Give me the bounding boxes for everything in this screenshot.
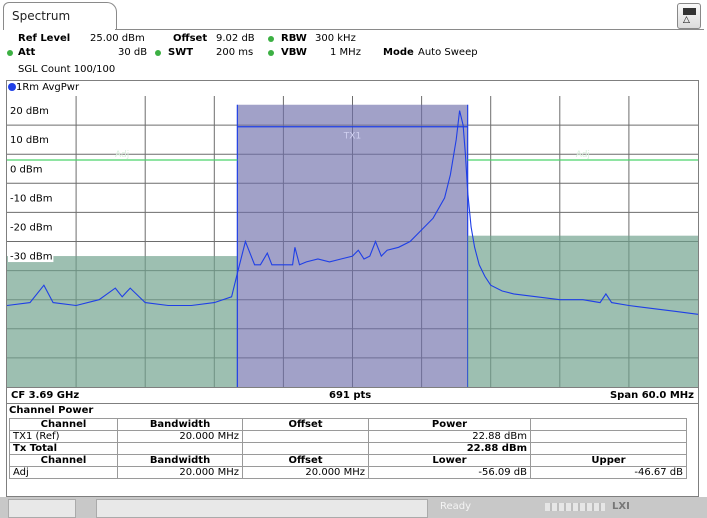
ref-level-value: 25.00 dBm (90, 33, 145, 44)
cell-bandwidth: 20.000 MHz (117, 466, 243, 479)
trace-label: 1Rm AvgPwr (8, 82, 79, 93)
lxi-icon: LXI (612, 501, 630, 512)
display-icon (683, 8, 696, 15)
att-label: Att (18, 47, 36, 58)
tx-channel-label: TX1 (343, 132, 361, 142)
rbw-value: 300 kHz (315, 33, 356, 44)
channel-areas (7, 104, 698, 387)
att-value: 30 dB (118, 47, 148, 58)
y-tick-label: 0 dBm (10, 164, 43, 175)
progress-bar (545, 503, 605, 511)
trace-indicator-icon (8, 83, 16, 91)
offset-label: Offset (173, 33, 208, 44)
col-header-upper: Upper (530, 454, 687, 467)
trace-label-text: 1Rm AvgPwr (16, 82, 80, 93)
col-header-bandwidth: Bandwidth (117, 454, 243, 467)
y-tick-label-bg (8, 250, 54, 263)
cell-channel: Adj (9, 466, 118, 479)
adjacent-channel-label: Adj (576, 150, 590, 160)
col-header-power: Power (368, 418, 531, 431)
swt-label: SWT (168, 47, 194, 58)
spectrum-diagram[interactable]: 1Rm AvgPwr Adj TX1 Adj 20 dBm 10 dBm 0 dBm -10… (6, 80, 699, 404)
offset-value: 9.02 dB (216, 33, 255, 44)
vbw-coupled-icon (268, 50, 274, 56)
table-row: TX1 (Ref) 20.000 MHz 22.88 dBm (9, 430, 687, 443)
status-bar: Ready LXI (0, 497, 707, 518)
cell-power: 22.88 dBm (368, 442, 531, 455)
trace-line-group (7, 110, 698, 315)
cell-offset: 20.000 MHz (242, 466, 369, 479)
adjacent-channel-area (467, 235, 698, 387)
col-header-channel: Channel (9, 418, 118, 431)
span-value: Span 60.0 MHz (609, 390, 694, 401)
diagram-footer: CF 3.69 GHz 691 pts Span 60.0 MHz (7, 387, 698, 404)
trace-line (7, 110, 698, 315)
status-segment-1 (8, 499, 76, 518)
col-header-offset: Offset (242, 418, 369, 431)
y-tick-label: 10 dBm (10, 135, 49, 146)
channel-power-table: Channel Bandwidth Offset Power TX1 (Ref)… (9, 418, 687, 479)
col-header-channel: Channel (9, 454, 118, 467)
table-header-row: Channel Bandwidth Offset Lower Upper (9, 454, 687, 467)
tab-divider (115, 29, 704, 30)
vbw-label: VBW (281, 47, 307, 58)
cell-offset (242, 442, 369, 455)
col-header-offset: Offset (242, 454, 369, 467)
spectrum-tab[interactable]: Spectrum (3, 2, 117, 30)
cell-lower: -56.09 dB (368, 466, 531, 479)
sweep-points: 691 pts (329, 390, 372, 401)
y-tick-label-bg (8, 133, 48, 146)
table-row: Tx Total 22.88 dBm (9, 442, 687, 455)
rbw-coupled-icon (268, 36, 274, 42)
cell-extra (530, 442, 687, 455)
rbw-label: RBW (281, 33, 307, 44)
table-row: Adj 20.000 MHz 20.000 MHz -56.09 dB -46.… (9, 466, 687, 479)
cell-power: 22.88 dBm (368, 430, 531, 443)
y-tick-label: -10 dBm (10, 193, 52, 204)
channel-power-title: Channel Power (9, 405, 94, 416)
tx-channel-area (237, 104, 468, 387)
mode-label: Mode (383, 47, 414, 58)
adjacent-channel-label: Adj (115, 150, 129, 160)
ready-status: Ready (440, 501, 472, 512)
plot-labels: Adj TX1 Adj 20 dBm 10 dBm 0 dBm -10 dBm -20 dBm… (8, 104, 590, 263)
sgl-count: SGL Count 100/100 (18, 64, 116, 75)
att-coupled-icon (7, 50, 13, 56)
mode-value: Auto Sweep (418, 47, 478, 58)
display-config-button[interactable]: △ (677, 3, 701, 29)
spectrum-plot[interactable]: Adj TX1 Adj 20 dBm 10 dBm 0 dBm -10 dBm -20 dBm… (7, 96, 698, 387)
col-header-empty (530, 418, 687, 431)
cell-offset (242, 430, 369, 443)
status-segment-2 (96, 499, 428, 518)
col-header-bandwidth: Bandwidth (117, 418, 243, 431)
col-header-lower: Lower (368, 454, 531, 467)
spectrum-tab-label: Spectrum (12, 9, 71, 23)
vbw-value: 1 MHz (330, 47, 361, 58)
adjacent-channel-area (7, 256, 238, 387)
cell-extra (530, 430, 687, 443)
y-tick-label: -30 dBm (10, 252, 52, 263)
cell-bandwidth: 20.000 MHz (117, 430, 243, 443)
swt-value: 200 ms (216, 47, 254, 58)
y-tick-label-bg (8, 220, 54, 233)
triangle-icon: △ (683, 15, 690, 25)
cell-channel: TX1 (Ref) (9, 430, 118, 443)
ref-level-label: Ref Level (18, 33, 71, 44)
cell-channel: Tx Total (9, 442, 118, 455)
center-frequency: CF 3.69 GHz (11, 390, 80, 401)
cell-bandwidth (117, 442, 243, 455)
y-tick-label: -20 dBm (10, 222, 52, 233)
y-tick-label-bg (8, 162, 41, 175)
cell-upper: -46.67 dB (530, 466, 687, 479)
y-tick-label-bg (8, 191, 54, 204)
y-tick-label: 20 dBm (10, 106, 49, 117)
swt-coupled-icon (155, 50, 161, 56)
table-header-row: Channel Bandwidth Offset Power (9, 418, 687, 431)
channel-power-panel: Channel Power Channel Bandwidth Offset P… (6, 403, 699, 497)
y-tick-label-bg (8, 104, 48, 117)
